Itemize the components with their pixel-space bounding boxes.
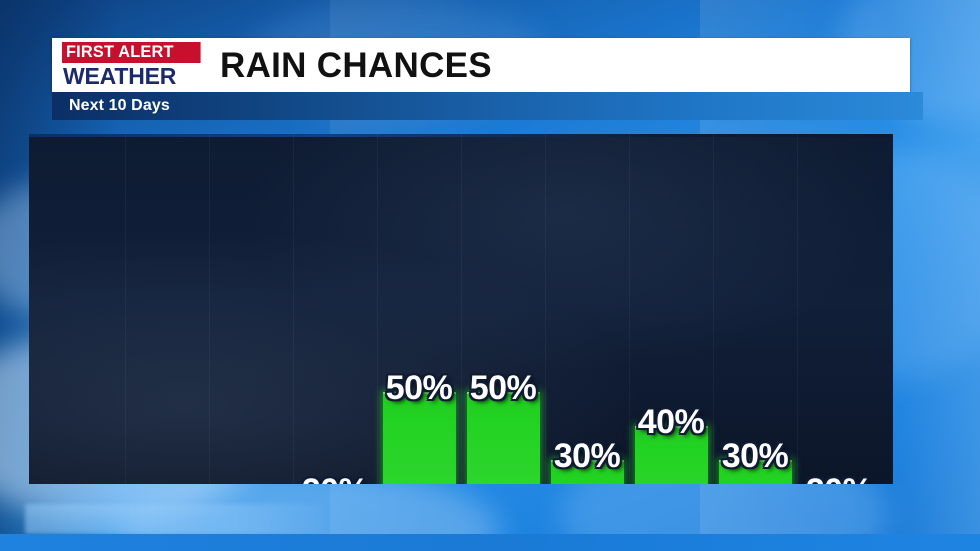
subtitle-bar: Next 10 Days <box>52 92 923 120</box>
column-divider <box>713 134 714 484</box>
bar-cap <box>634 426 708 428</box>
bar-sun-5 <box>466 392 540 484</box>
bar-group: 50%SUN <box>461 134 545 484</box>
bar-wed-8 <box>718 460 792 484</box>
bar-value-label: 20% <box>806 473 873 484</box>
title-bar: FIRST ALERT WEATHER RAIN CHANCES <box>52 38 910 92</box>
bar-cap <box>382 392 456 394</box>
bar-group: 40%TUE <box>629 134 713 484</box>
chart-panel: 0%TUE0%WED0%THU20%FRI50%SAT50%SUN30%MON4… <box>29 134 893 484</box>
bar-group: 0%THU <box>209 134 293 484</box>
bar-group: 0%TUE <box>41 134 125 484</box>
column-divider <box>209 134 210 484</box>
bar-group: 0%WED <box>125 134 209 484</box>
bar-cap <box>550 460 624 462</box>
bar-value-label: 40% <box>637 403 705 441</box>
bottom-edge-band <box>0 534 980 551</box>
column-divider <box>293 134 294 484</box>
logo-first-alert-text: FIRST ALERT <box>61 41 202 64</box>
bar-cap <box>466 392 540 394</box>
column-divider <box>797 134 798 484</box>
bar-value-label: 50% <box>469 369 537 407</box>
column-divider <box>125 134 126 484</box>
logo-weather-text: WEATHER <box>63 63 177 89</box>
bar-mon-6 <box>550 460 624 484</box>
bottom-light-band <box>25 504 325 534</box>
bar-value-label: 50% <box>385 369 453 407</box>
bar-value-label: 20% <box>302 473 369 484</box>
bar-cap <box>718 460 792 462</box>
bar-group: 20%FRI <box>293 134 377 484</box>
subtitle-text: Next 10 Days <box>69 97 170 114</box>
bar-sat-4 <box>382 392 456 484</box>
column-divider <box>461 134 462 484</box>
column-divider <box>545 134 546 484</box>
bar-tue-7 <box>634 426 708 484</box>
bar-group: 30%WED <box>713 134 797 484</box>
panel-top-edge <box>29 134 893 137</box>
page-title: RAIN CHANCES <box>220 45 492 85</box>
bar-group: 20%THU <box>797 134 881 484</box>
bar-value-label: 30% <box>721 437 789 475</box>
column-divider <box>629 134 630 484</box>
column-divider <box>377 134 378 484</box>
bar-group: 30%MON <box>545 134 629 484</box>
bar-group: 50%SAT <box>377 134 461 484</box>
bar-chart-plot: 0%TUE0%WED0%THU20%FRI50%SAT50%SUN30%MON4… <box>29 134 893 484</box>
bar-value-label: 30% <box>553 437 621 475</box>
first-alert-weather-logo: FIRST ALERT WEATHER <box>52 38 202 92</box>
